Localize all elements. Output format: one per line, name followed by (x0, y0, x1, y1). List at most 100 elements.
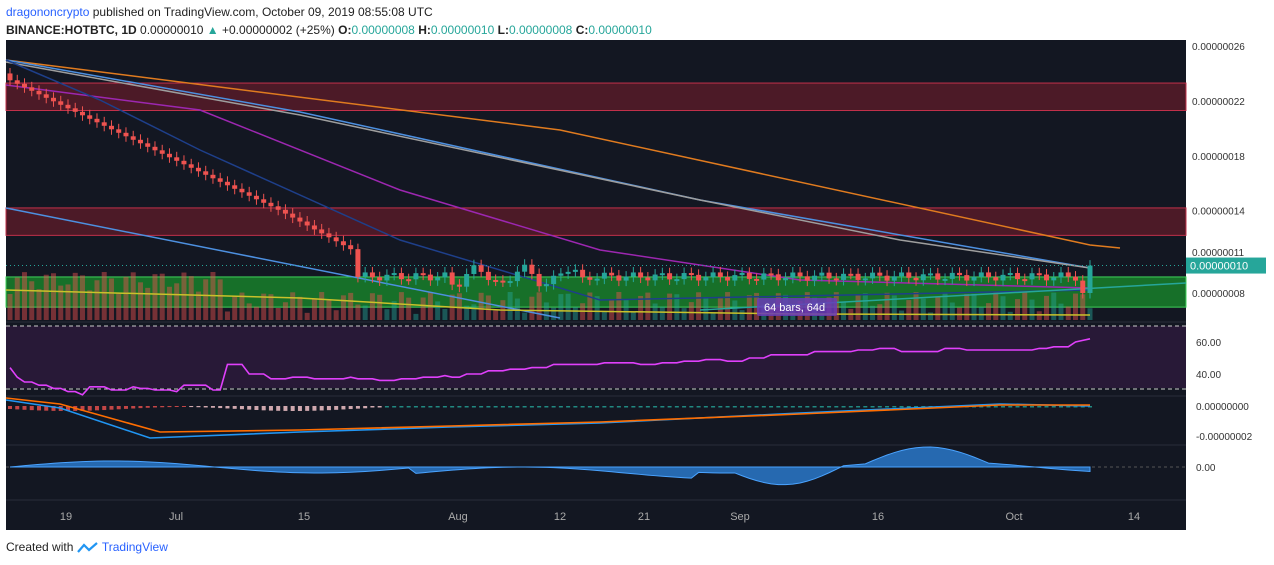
macd-histogram-bar (94, 406, 99, 411)
macd-histogram-bar (348, 406, 353, 410)
candle-body (72, 108, 78, 112)
candle-body (949, 272, 955, 279)
volume-bar (993, 292, 999, 320)
macd-histogram-bar (798, 406, 803, 408)
volume-bar (696, 292, 702, 320)
volume-bar (217, 279, 223, 320)
candle-body (362, 272, 368, 277)
macd-histogram-bar (428, 406, 433, 408)
ma-20-line (5, 59, 1091, 301)
macd-histogram-bar (138, 406, 143, 409)
macd-histogram-bar (819, 406, 824, 408)
rsi-pane[interactable]: 60.00 40.00 (6, 325, 1221, 396)
volume-bar (290, 292, 296, 320)
volume-bar (1036, 311, 1042, 320)
trendline-lower (5, 207, 561, 319)
macd-histogram-bar (218, 406, 223, 409)
candle-body (681, 273, 687, 280)
trendline-upper (5, 59, 1091, 269)
chart-canvas[interactable]: 60.00 40.00 0.00000000 -0.00000002 0.00 0.… (0, 40, 1274, 530)
candle-body (507, 281, 513, 284)
volume-bar (420, 297, 426, 320)
candle-body (790, 272, 796, 278)
volume-bar (862, 293, 868, 320)
macd-histogram-bar (152, 406, 157, 408)
author-link[interactable]: dragononcrypto (6, 5, 90, 19)
candle-body (355, 249, 361, 277)
candle-body (304, 221, 310, 226)
macd-histogram-bar (522, 406, 527, 408)
macd-histogram-bar (595, 406, 600, 408)
macd-histogram-bar (993, 406, 998, 408)
macd-histogram-bar (413, 406, 418, 408)
macd-histogram-bar (22, 406, 27, 410)
candle-body (601, 272, 607, 279)
time-tick-label: Aug (448, 511, 468, 523)
candle-body (29, 87, 35, 91)
macd-pane[interactable]: 0.00000000 -0.00000002 (5, 397, 1253, 443)
candle-body (1044, 274, 1050, 281)
time-axis-bg (6, 502, 1186, 530)
chart-header: dragononcrypto published on TradingView.… (0, 0, 1274, 40)
price-axis-label: 0.00000026 (1192, 42, 1245, 53)
candle-body (1087, 265, 1093, 293)
volume-bar (268, 294, 274, 320)
candle-body (1080, 280, 1086, 293)
macd-histogram-bar (392, 406, 397, 408)
macd-histogram-bar (203, 406, 208, 408)
candle-body (50, 97, 56, 102)
macd-histogram-bar (377, 406, 382, 408)
candle-body (203, 171, 209, 175)
candle-body (123, 132, 129, 137)
volume-bar (906, 300, 912, 320)
tradingview-link[interactable]: TradingView (101, 540, 168, 554)
candles-layer[interactable] (7, 67, 1093, 299)
candle-body (551, 275, 557, 285)
candle-body (217, 178, 223, 182)
macd-histogram-bar (87, 406, 92, 411)
symbol-label: BINANCE:HOTBTC, 1D (6, 23, 137, 37)
candle-body (43, 94, 49, 98)
candle-body (464, 273, 470, 287)
macd-histogram-bar (609, 406, 614, 408)
volume-bar (275, 307, 281, 320)
volume-bar (377, 294, 383, 320)
volume-bar (1080, 294, 1086, 320)
candle-body (1065, 272, 1071, 277)
macd-histogram-bar (276, 406, 281, 411)
volume-bar (964, 294, 970, 320)
volume-bar (195, 291, 201, 320)
candle-body (369, 272, 375, 278)
macd-histogram-bar (769, 406, 774, 408)
macd-histogram-bar (450, 406, 455, 408)
last-price: 0.00000010 (140, 23, 204, 37)
macd-axis-label: -0.00000002 (1196, 432, 1253, 443)
volume-bar (536, 292, 542, 320)
volume-bar (601, 311, 607, 320)
volume-bar (841, 301, 847, 320)
open-value: 0.00000008 (351, 23, 415, 37)
time-axis[interactable]: 19 Jul 15 Aug 12 21 Sep 16 Oct 14 (6, 502, 1186, 530)
volume-bar (232, 296, 238, 320)
macd-histogram-bar (1051, 406, 1056, 408)
macd-histogram-bar (65, 406, 70, 411)
macd-histogram-bar (44, 406, 49, 411)
candle-body (739, 272, 745, 276)
macd-histogram-bar (232, 406, 237, 409)
rsi-band (6, 326, 1186, 388)
volume-bar (391, 301, 397, 320)
volume-bar (304, 312, 310, 320)
volume-bar (485, 295, 491, 320)
price-axis[interactable]: 0.00000026 0.00000022 0.00000018 0.00000014… (1186, 42, 1266, 300)
macd-histogram-bar (384, 406, 389, 408)
candle-body (101, 122, 107, 126)
candle-body (174, 157, 180, 161)
candle-body (253, 195, 259, 200)
candle-body (920, 274, 926, 281)
volume-bar (594, 296, 600, 320)
candle-body (580, 269, 586, 278)
candle-body (275, 206, 281, 210)
volume-bar (87, 290, 93, 320)
candle-body (623, 276, 629, 281)
oscillator-pane[interactable]: 0.00 (6, 446, 1216, 486)
